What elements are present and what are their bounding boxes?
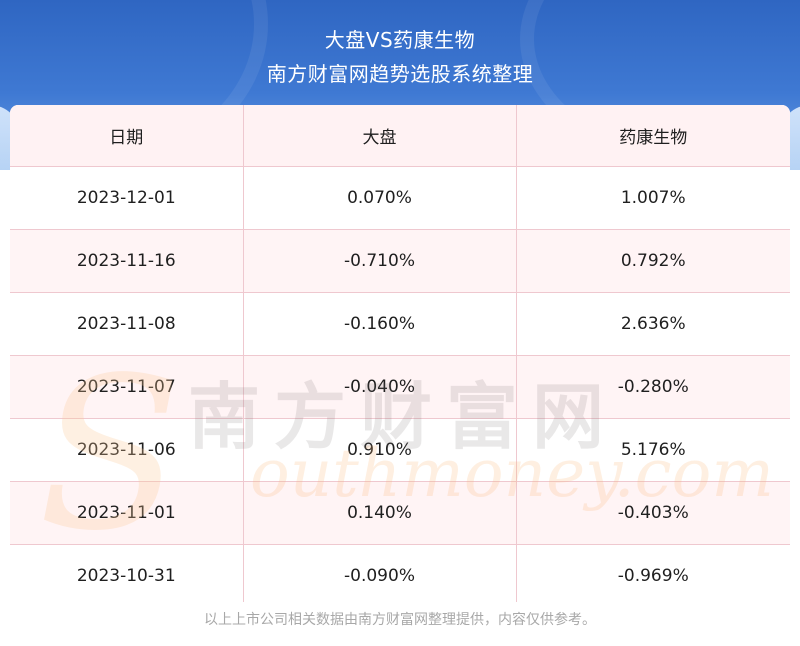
cell-market-change: 0.910%	[242, 418, 516, 482]
cell-stock-change: 2.636%	[515, 292, 790, 356]
cell-stock-change: -0.280%	[515, 355, 790, 419]
cell-date: 2023-10-31	[10, 544, 243, 602]
footer-disclaimer: 以上上市公司相关数据由南方财富网整理提供，内容仅供参考。	[204, 612, 596, 628]
cell-stock-change: -0.969%	[515, 544, 790, 602]
cell-date: 2023-11-06	[10, 418, 243, 482]
table-row: 2023-11-01 0.140% -0.403%	[10, 481, 790, 545]
cell-market-change: 0.070%	[242, 166, 516, 230]
data-table-card: 日期 大盘 药康生物 2023-12-01 0.070% 1.007% 2023…	[10, 105, 790, 602]
table-row: 2023-11-08 -0.160% 2.636%	[10, 292, 790, 356]
page-title: 大盘VS药康生物	[324, 28, 476, 52]
cell-market-change: -0.040%	[242, 355, 516, 419]
column-header-stock: 药康生物	[515, 105, 790, 167]
table-header-row: 日期 大盘 药康生物	[10, 105, 790, 167]
cell-market-change: -0.090%	[242, 544, 516, 602]
page-subtitle: 南方财富网趋势选股系统整理	[266, 62, 534, 86]
cell-date: 2023-11-01	[10, 481, 243, 545]
cell-market-change: -0.160%	[242, 292, 516, 356]
cell-stock-change: 5.176%	[515, 418, 790, 482]
table-row: 2023-11-07 -0.040% -0.280%	[10, 355, 790, 419]
column-header-market: 大盘	[242, 105, 516, 167]
table-row: 2023-11-06 0.910% 5.176%	[10, 418, 790, 482]
cell-date: 2023-11-16	[10, 229, 243, 293]
table-row: 2023-11-16 -0.710% 0.792%	[10, 229, 790, 293]
table-row: 2023-10-31 -0.090% -0.969%	[10, 544, 790, 602]
cell-market-change: 0.140%	[242, 481, 516, 545]
cell-date: 2023-12-01	[10, 166, 243, 230]
cell-date: 2023-11-07	[10, 355, 243, 419]
cell-market-change: -0.710%	[242, 229, 516, 293]
cell-date: 2023-11-08	[10, 292, 243, 356]
cell-stock-change: 0.792%	[515, 229, 790, 293]
table-row: 2023-12-01 0.070% 1.007%	[10, 166, 790, 230]
cell-stock-change: -0.403%	[515, 481, 790, 545]
column-header-date: 日期	[10, 105, 243, 167]
cell-stock-change: 1.007%	[515, 166, 790, 230]
comparison-table: 日期 大盘 药康生物 2023-12-01 0.070% 1.007% 2023…	[10, 105, 790, 602]
